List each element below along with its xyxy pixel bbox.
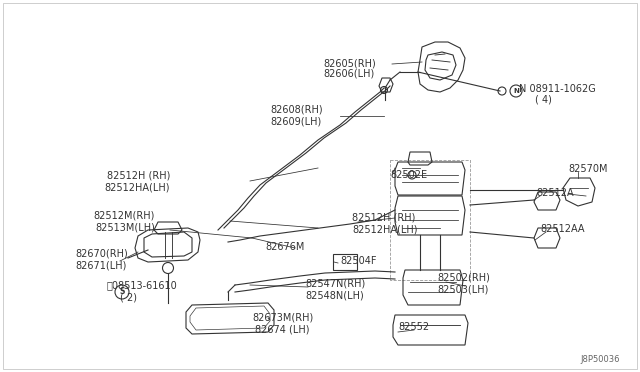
Text: 82504F: 82504F [340,256,376,266]
Text: 82671(LH): 82671(LH) [75,260,126,270]
Text: 82608(RH): 82608(RH) [270,105,323,115]
Text: 82512H (RH): 82512H (RH) [107,170,170,180]
Text: 82502(RH): 82502(RH) [437,272,490,282]
Text: 82512HA(LH): 82512HA(LH) [104,182,170,192]
Text: 82674 (LH): 82674 (LH) [255,324,310,334]
Text: 82513M(LH): 82513M(LH) [95,222,155,232]
Text: 82570M: 82570M [568,164,607,174]
Text: N 08911-1062G: N 08911-1062G [519,84,596,94]
Text: 82512H (RH): 82512H (RH) [352,212,415,222]
Text: ( 2): ( 2) [120,292,137,302]
Text: J8P50036: J8P50036 [580,355,620,364]
Text: 82503(LH): 82503(LH) [437,284,488,294]
Text: N: N [513,88,519,94]
Text: 82552: 82552 [398,322,429,332]
Text: 82512A: 82512A [536,188,573,198]
Text: 82606(LH): 82606(LH) [323,68,374,78]
Text: 82605(RH): 82605(RH) [323,58,376,68]
Text: 82512M(RH): 82512M(RH) [93,210,155,220]
Text: 82512AA: 82512AA [540,224,584,234]
Text: 82548N(LH): 82548N(LH) [305,290,364,300]
Text: 82676M: 82676M [265,242,305,252]
Text: S: S [119,288,125,296]
Text: 82502E: 82502E [390,170,427,180]
Text: 82670(RH): 82670(RH) [75,248,128,258]
Text: 82609(LH): 82609(LH) [270,116,321,126]
Text: Ⓜ08513-61610: Ⓜ08513-61610 [107,280,178,290]
Text: 82547N(RH): 82547N(RH) [305,278,365,288]
Text: 82512HA(LH): 82512HA(LH) [352,224,417,234]
Text: 82673M(RH): 82673M(RH) [252,312,313,322]
Text: ( 4): ( 4) [535,95,552,105]
